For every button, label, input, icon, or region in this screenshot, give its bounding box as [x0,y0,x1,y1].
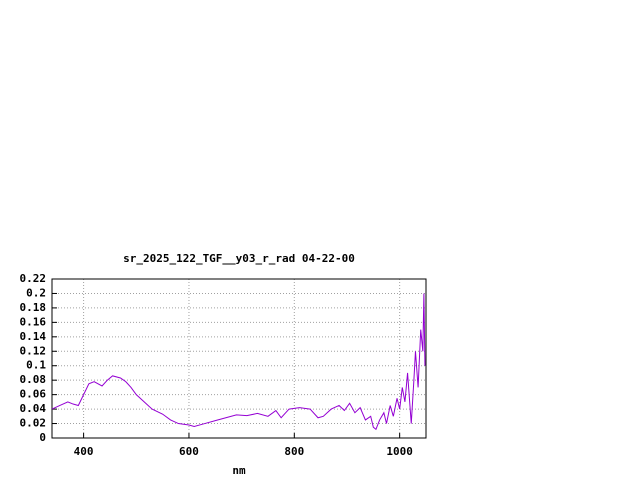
x-tick-label: 600 [179,445,199,458]
x-tick-label: 400 [74,445,94,458]
y-tick-label: 0.18 [20,301,47,314]
y-tick-label: 0.12 [20,344,47,357]
chart-title: sr_2025_122_TGF__y03_r_rad 04-22-00 [123,252,355,265]
y-tick-label: 0.04 [20,402,47,415]
data-line [51,293,426,431]
y-tick-label: 0 [39,431,46,444]
y-tick-label: 0.1 [26,359,46,372]
plot-border [51,278,427,439]
y-tick-label: 0.14 [20,330,47,343]
x-tick-label: 800 [284,445,304,458]
y-tick-label: 0.06 [20,388,47,401]
y-tick-label: 0.08 [20,373,47,386]
x-axis-label: nm [232,464,246,477]
y-tick-label: 0.16 [20,315,47,328]
y-tick-label: 0.2 [26,286,46,299]
x-tick-label: 1000 [386,445,413,458]
y-tick-label: 0.22 [20,272,47,285]
y-tick-label: 0.02 [20,417,47,430]
